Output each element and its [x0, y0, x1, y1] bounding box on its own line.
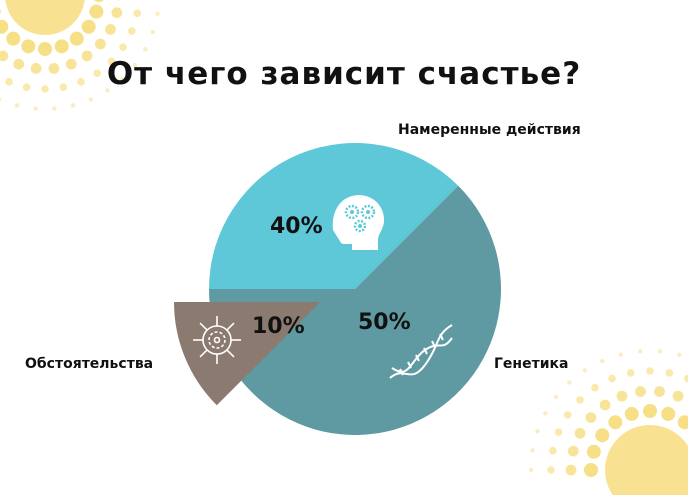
sun-dot: [528, 467, 534, 473]
sun-dot: [585, 412, 597, 424]
sun-dot: [657, 349, 663, 354]
sun-dot: [93, 69, 102, 77]
sun-dot: [14, 103, 20, 108]
sun-dot: [5, 78, 13, 86]
sun-dot: [661, 406, 676, 421]
sun-dot: [599, 399, 611, 411]
dna-icon: [389, 324, 453, 379]
sun-dot: [0, 50, 9, 62]
value-label-intentional-actions: 40%: [270, 214, 323, 239]
sun-circle: [5, 0, 85, 35]
label-genetics: Генетика: [494, 356, 569, 372]
sun-dot: [643, 404, 657, 418]
sun-dot: [624, 406, 639, 421]
value-label-genetics: 50%: [358, 310, 411, 335]
sun-dot: [595, 428, 610, 443]
sun-dot: [70, 103, 76, 108]
sun-dot: [0, 97, 2, 102]
sun-dot: [33, 106, 38, 111]
sun-dot: [574, 427, 586, 439]
sun-dot: [81, 50, 93, 62]
value-label-circumstances: 10%: [252, 314, 305, 339]
sun-dot: [635, 386, 646, 397]
sun-dot: [626, 369, 635, 377]
sun-dot: [48, 63, 60, 74]
sun-dot: [0, 8, 1, 15]
sun-dot: [576, 396, 584, 404]
sun-dot: [582, 368, 588, 373]
sun-dot: [59, 83, 68, 91]
sun-dot: [89, 4, 104, 19]
sun-dot: [554, 428, 563, 436]
head-gears-icon: [332, 195, 385, 250]
sun-dot: [608, 374, 616, 383]
sun-dot: [535, 429, 540, 434]
sun-dot: [547, 466, 555, 474]
sun-dot: [120, 76, 125, 82]
sun-dot: [563, 411, 572, 419]
sun-dot: [77, 78, 85, 86]
sun-dot: [52, 106, 57, 111]
sun-dot: [13, 58, 25, 70]
sun-dot: [0, 19, 9, 34]
sun-dot: [599, 358, 605, 364]
sun-dot: [143, 47, 148, 52]
sun-dot: [41, 85, 49, 93]
sun-dot: [94, 0, 104, 2]
sun-dot: [54, 39, 69, 54]
sun-dot: [111, 7, 123, 19]
sun-dot: [132, 62, 138, 68]
sun-circle: [605, 425, 688, 495]
sun-dot: [553, 394, 559, 400]
sun-dot: [128, 27, 136, 35]
sun-dot: [81, 19, 96, 34]
sun-dot: [584, 463, 598, 477]
sun-dot: [616, 390, 628, 402]
virus-icon: [193, 316, 241, 364]
sun-dot: [38, 42, 52, 56]
sun-dot: [30, 63, 42, 74]
sun-dot: [618, 352, 623, 357]
sun-dot: [565, 464, 577, 476]
sun-dot: [21, 39, 36, 54]
sun-dot: [88, 97, 93, 102]
sun-dot: [608, 415, 623, 430]
sun-dot: [637, 349, 643, 354]
sun-dot: [591, 383, 599, 392]
sun-dot: [150, 29, 156, 35]
sun-dot: [654, 386, 665, 397]
slice-intentional-actions: [209, 143, 459, 289]
sun-dot: [65, 58, 77, 70]
sun-dot: [69, 31, 84, 46]
sun-dot: [22, 83, 31, 91]
sun-dot: [107, 57, 116, 66]
sun-dot: [94, 38, 106, 50]
sun-dot: [684, 374, 688, 383]
sun-dot: [665, 369, 674, 377]
sun-dot: [567, 380, 572, 385]
label-circumstances: Обстоятельства: [25, 356, 154, 372]
sun-dot: [567, 445, 579, 457]
sun-dot: [672, 390, 684, 402]
sun-dot: [677, 352, 682, 357]
sun-dot: [646, 367, 654, 375]
sun-dot: [549, 446, 557, 455]
sun-dot: [586, 444, 601, 459]
chart-title: От чего зависит счастье?: [106, 56, 582, 92]
sun-dot: [155, 11, 160, 16]
sun-dot: [105, 88, 110, 93]
sun-dot: [530, 448, 535, 453]
sun-dot: [105, 23, 116, 35]
sun-dot: [543, 411, 548, 416]
sun-dot: [133, 9, 141, 18]
sun-dot: [119, 43, 127, 52]
label-intentional-actions: Намеренные действия: [398, 122, 581, 138]
slice-genetics: [209, 185, 502, 436]
sun-dot: [677, 415, 688, 430]
sun-dot: [6, 31, 21, 46]
